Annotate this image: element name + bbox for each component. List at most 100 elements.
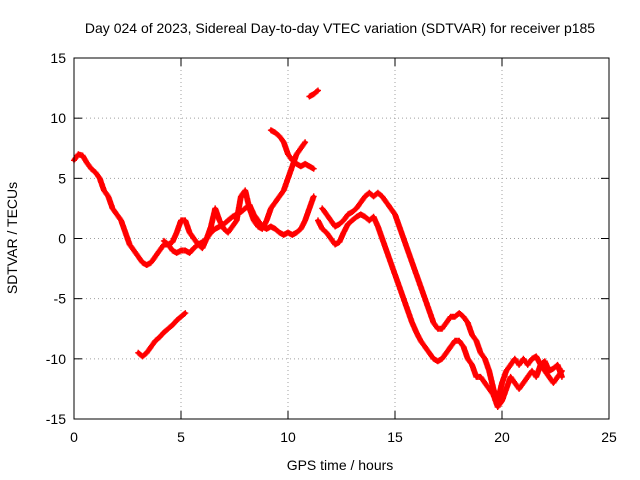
- data-point: [444, 320, 449, 325]
- data-point: [551, 366, 556, 371]
- data-point: [423, 296, 427, 301]
- data-point: [487, 387, 491, 391]
- data-point: [187, 230, 192, 235]
- data-point: [483, 357, 487, 361]
- data-series: [71, 151, 317, 268]
- data-point: [436, 359, 440, 364]
- data-point: [521, 357, 526, 361]
- data-point: [192, 246, 196, 250]
- data-series: [135, 310, 189, 360]
- data-point: [247, 206, 252, 211]
- data-point: [478, 375, 483, 379]
- data-point: [448, 345, 453, 349]
- data-point: [316, 88, 320, 93]
- data-point: [144, 263, 149, 267]
- data-point: [324, 212, 329, 217]
- data-point: [307, 164, 312, 169]
- data-point: [414, 272, 419, 277]
- x-tick-label: 20: [494, 429, 510, 445]
- chart-title: Day 024 of 2023, Sidereal Day-to-day VTE…: [85, 20, 595, 36]
- data-point: [89, 166, 93, 171]
- data-point: [427, 351, 432, 355]
- data-point: [333, 224, 337, 229]
- data-point: [444, 351, 449, 355]
- series-markers: [319, 189, 565, 404]
- data-point: [341, 218, 346, 223]
- data-point: [97, 176, 102, 181]
- data-point: [273, 227, 277, 231]
- data-series: [319, 189, 565, 404]
- data-point: [461, 345, 466, 349]
- data-point: [157, 248, 162, 253]
- data-point: [371, 215, 376, 219]
- data-point: [453, 314, 457, 319]
- data-point: [423, 345, 427, 349]
- data-point: [508, 375, 513, 379]
- data-point: [269, 128, 273, 132]
- data-point: [358, 200, 363, 205]
- data-point: [551, 381, 556, 385]
- data-point: [183, 248, 188, 253]
- data-point: [354, 215, 359, 219]
- data-point: [406, 308, 410, 313]
- x-tick-label: 25: [601, 429, 617, 445]
- data-point: [162, 239, 166, 243]
- y-tick-label: 15: [50, 50, 66, 66]
- data-point: [183, 311, 188, 315]
- data-point: [140, 354, 145, 359]
- data-point: [376, 224, 380, 229]
- data-point: [226, 230, 230, 235]
- data-point: [179, 314, 183, 319]
- data-point: [209, 224, 213, 229]
- data-point: [123, 230, 128, 235]
- y-tick-label: -10: [46, 351, 66, 367]
- data-point: [166, 242, 170, 247]
- data-point: [534, 354, 539, 359]
- data-point: [93, 170, 98, 175]
- data-point: [102, 188, 106, 193]
- data-point: [294, 152, 299, 157]
- data-point: [500, 399, 504, 403]
- data-point: [256, 224, 260, 229]
- data-point: [320, 227, 325, 231]
- data-point: [299, 227, 303, 231]
- data-point: [436, 326, 440, 331]
- y-axis-label: SDTVAR / TECUs: [4, 182, 20, 294]
- data-point: [299, 146, 303, 151]
- data-point: [269, 224, 273, 229]
- data-point: [363, 215, 367, 219]
- data-point: [384, 248, 389, 253]
- data-point: [290, 158, 295, 163]
- data-point: [329, 236, 333, 241]
- data-point: [243, 206, 247, 211]
- data-point: [290, 164, 295, 169]
- data-point: [418, 284, 423, 289]
- data-point: [170, 323, 175, 327]
- data-point: [371, 194, 376, 199]
- data-point: [367, 218, 372, 223]
- data-point: [388, 206, 393, 211]
- data-point: [303, 162, 307, 166]
- data-point: [192, 236, 196, 241]
- data-point: [495, 405, 500, 409]
- data-point: [230, 224, 235, 229]
- data-point: [213, 227, 218, 231]
- data-point: [226, 218, 230, 223]
- data-point: [465, 357, 470, 361]
- axis-ticks: 0 5 10 15 20 25 15 10 5 0 -5 -10 -15: [46, 50, 617, 445]
- data-point: [132, 248, 136, 253]
- data-point: [500, 381, 504, 385]
- data-series: [267, 127, 317, 172]
- data-point: [243, 188, 247, 193]
- data-point: [538, 363, 543, 367]
- data-point: [290, 233, 295, 237]
- data-point: [453, 338, 457, 343]
- y-tick-label: -5: [54, 291, 67, 307]
- y-tick-label: 10: [50, 110, 66, 126]
- data-point: [311, 166, 316, 171]
- data-point: [281, 140, 286, 145]
- data-point: [294, 230, 299, 235]
- x-tick-label: 5: [177, 429, 185, 445]
- data-point: [110, 206, 115, 211]
- data-point: [204, 236, 209, 241]
